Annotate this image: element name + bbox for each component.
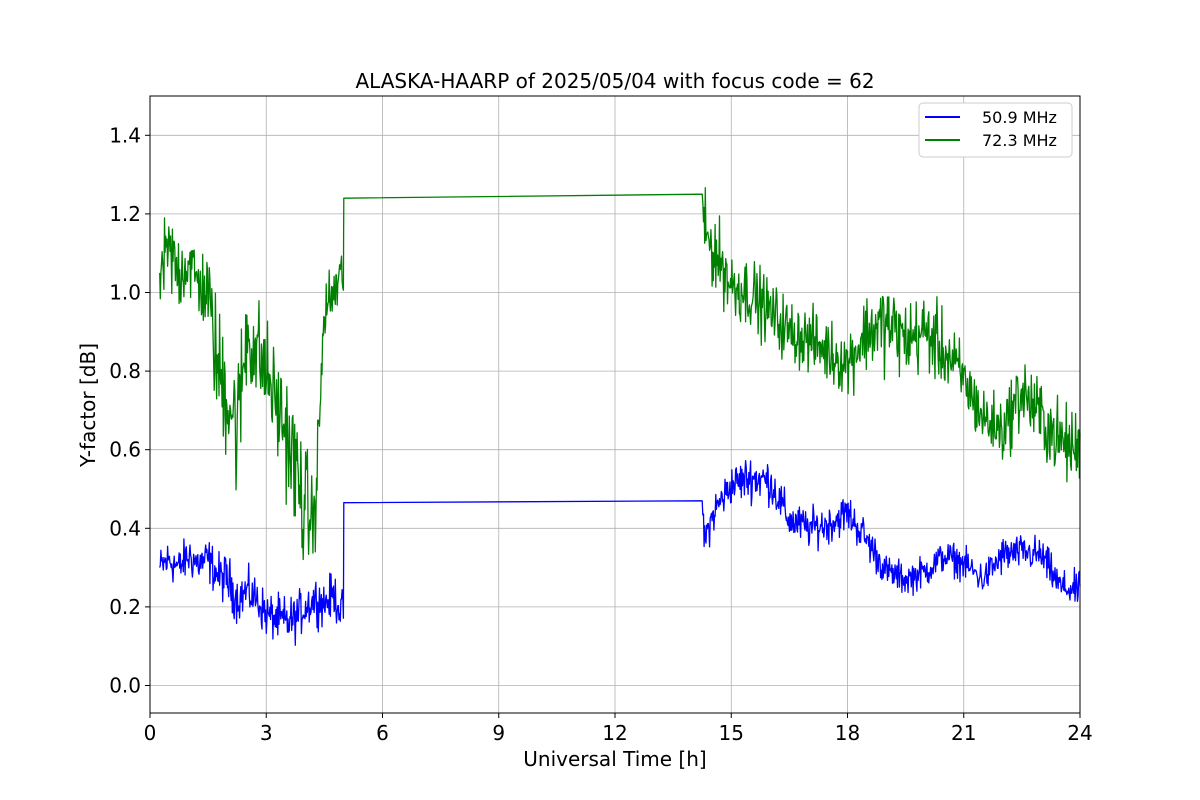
y-tick-label: 1.2 <box>109 202 141 226</box>
legend-label-50-9: 50.9 MHz <box>982 108 1057 127</box>
y-tick-label: 0.4 <box>109 516 141 540</box>
series-line-50-9-mhz <box>159 460 1081 646</box>
x-tick-label: 3 <box>260 721 273 745</box>
x-tick-label: 12 <box>602 721 627 745</box>
x-tick-label: 15 <box>719 721 744 745</box>
x-axis-label: Universal Time [h] <box>523 747 706 771</box>
x-tick-label: 0 <box>144 721 157 745</box>
y-tick-label: 0.6 <box>109 438 141 462</box>
series-line-72-3-mhz <box>159 187 1081 561</box>
x-tick-label: 6 <box>376 721 389 745</box>
y-tick-label: 1.4 <box>109 123 141 147</box>
y-tick-label: 0.8 <box>109 359 141 383</box>
x-tick-label: 21 <box>951 721 976 745</box>
x-axis: 0 3 6 9 12 15 18 21 24 <box>144 713 1093 745</box>
y-tick-label: 1.0 <box>109 280 141 304</box>
y-axis: 0.0 0.2 0.4 0.6 0.8 1.0 1.2 1.4 <box>109 123 150 697</box>
y-tick-label: 0.0 <box>109 673 141 697</box>
y-tick-label: 0.2 <box>109 595 141 619</box>
legend-label-72-3: 72.3 MHz <box>982 131 1057 150</box>
legend: 50.9 MHz 72.3 MHz <box>918 102 1073 158</box>
chart-title: ALASKA-HAARP of 2025/05/04 with focus co… <box>355 69 874 93</box>
x-tick-label: 9 <box>492 721 505 745</box>
x-tick-label: 24 <box>1067 721 1092 745</box>
series-layer <box>159 187 1081 646</box>
y-axis-label: Y-factor [dB] <box>76 343 100 468</box>
x-tick-label: 18 <box>835 721 860 745</box>
